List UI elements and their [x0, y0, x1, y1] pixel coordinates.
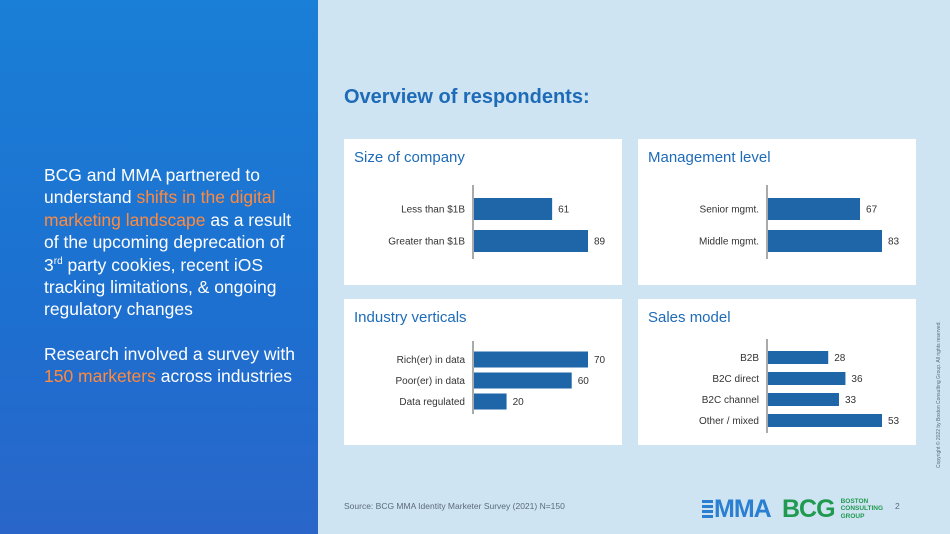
- research-paragraph: Research involved a survey with 150 mark…: [44, 343, 298, 388]
- chart-title: Industry verticals: [354, 309, 467, 326]
- category-label: Senior mgmt.: [700, 205, 759, 216]
- value-label: 89: [594, 237, 606, 248]
- category-label: Poor(er) in data: [396, 376, 466, 387]
- research-highlight: 150 marketers: [44, 366, 156, 387]
- intro-text: BCG and MMA partnered to understand: [44, 165, 260, 208]
- value-label: 67: [866, 205, 878, 216]
- bar-chart-sales-model: B2B 28 B2C direct 36 B2C channel 33 Other / mi…: [699, 339, 900, 433]
- bar: [474, 198, 553, 220]
- value-label: 61: [558, 205, 570, 216]
- mma-logo-text: MMA: [714, 494, 772, 523]
- bar-chart-size-of-company: Less than $1B 61 Greater than $1B 89: [388, 185, 606, 259]
- left-panel: BCG and MMA partnered to understand shif…: [0, 0, 318, 534]
- page-title: Overview of respondents:: [344, 86, 590, 108]
- bar: [474, 372, 572, 389]
- bar: [768, 372, 846, 385]
- mma-logo: MMA: [702, 494, 772, 523]
- category-label: Less than $1B: [401, 205, 465, 216]
- bar-chart-management-level: Senior mgmt. 67 Middle mgmt. 83: [699, 185, 900, 259]
- value-label: 70: [594, 355, 606, 366]
- bar: [768, 198, 861, 220]
- value-label: 53: [888, 416, 900, 427]
- bar: [768, 230, 882, 252]
- bar: [474, 351, 588, 368]
- bar: [768, 393, 839, 406]
- copyright-note: Copyright © 2022 by Boston Consulting Gr…: [936, 321, 942, 468]
- bcg-logo-text: BCG: [782, 494, 836, 523]
- bcg-logo-subtext: BOSTON CONSULTING GROUP: [840, 497, 884, 520]
- bar: [474, 230, 588, 252]
- category-label: Rich(er) in data: [397, 355, 466, 366]
- chart-title: Size of company: [354, 149, 465, 166]
- bcg-logo: BCG BOSTON CONSULTING GROUP: [782, 494, 884, 523]
- intro-highlight: shifts in the digital marketing landscap…: [44, 187, 276, 230]
- source-note: Source: BCG MMA Identity Marketer Survey…: [344, 501, 565, 511]
- chart-title: Management level: [648, 149, 771, 166]
- value-label: 36: [851, 374, 863, 385]
- bar: [474, 393, 507, 410]
- value-label: 83: [888, 237, 900, 248]
- value-label: 60: [578, 376, 590, 387]
- research-text: Research involved a survey with: [44, 343, 295, 364]
- bar-chart-industry-verticals: Rich(er) in data 70 Poor(er) in data 60 Data…: [396, 341, 606, 414]
- intro-text-2: as a result of the upcoming deprecation …: [44, 209, 292, 275]
- value-label: 28: [834, 353, 846, 364]
- category-label: Data regulated: [399, 397, 465, 408]
- category-label: Greater than $1B: [388, 237, 465, 248]
- superscript-rd: rd: [53, 255, 63, 267]
- category-label: B2B: [740, 353, 759, 364]
- category-label: Middle mgmt.: [699, 237, 759, 248]
- chart-card-sales-model: Sales model B2B 28 B2C direct 36 B2C channel…: [638, 299, 916, 445]
- chart-card-size-of-company: Size of company Less than $1B 61 Greater t…: [344, 139, 622, 285]
- intro-paragraph: BCG and MMA partnered to understand shif…: [44, 164, 298, 321]
- research-text-2: across industries: [155, 366, 293, 387]
- value-label: 20: [513, 397, 525, 408]
- intro-text-3: party cookies, recent iOS tracking limit…: [44, 254, 277, 320]
- category-label: B2C direct: [712, 374, 759, 385]
- mma-stripes-icon: [702, 500, 713, 518]
- category-label: B2C channel: [702, 395, 759, 406]
- bar: [768, 414, 882, 427]
- bar: [768, 351, 829, 364]
- chart-card-management-level: Management level Senior mgmt. 67 Middle mg…: [638, 139, 916, 285]
- page-number: 2: [895, 501, 900, 511]
- value-label: 33: [845, 395, 857, 406]
- category-label: Other / mixed: [699, 416, 759, 427]
- chart-title: Sales model: [648, 309, 731, 326]
- chart-card-industry-verticals: Industry verticals Rich(er) in data 70 Poo…: [344, 299, 622, 445]
